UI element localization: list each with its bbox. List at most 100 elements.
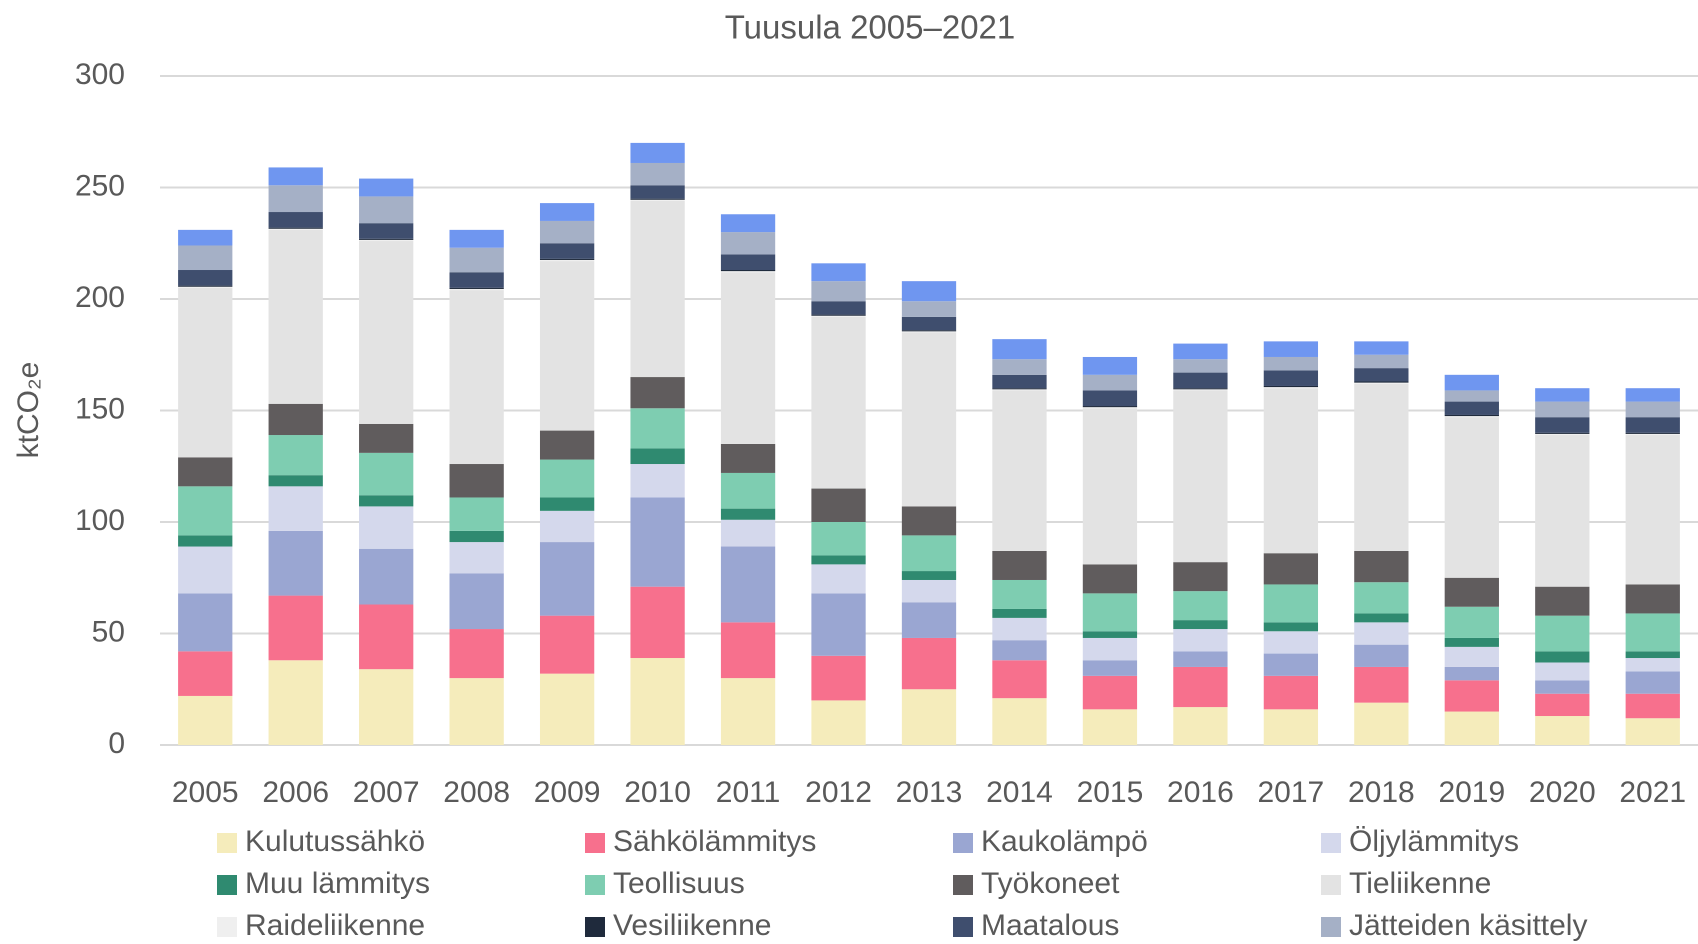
- bar-segment: [992, 608, 1047, 618]
- bar-segment: [1625, 718, 1680, 745]
- bar-segment: [1444, 390, 1499, 402]
- bar-segment: [1444, 416, 1499, 418]
- bar-segment: [1444, 374, 1499, 391]
- bar-segment: [1354, 382, 1409, 384]
- legend-swatch: [585, 917, 605, 937]
- bar-segment: [178, 229, 233, 246]
- legend-label: Raideliikenne: [245, 909, 425, 942]
- bar-segment: [1082, 709, 1138, 745]
- y-tick-label: 50: [92, 615, 125, 648]
- bar-segment: [539, 243, 595, 259]
- bar-segment: [359, 238, 414, 240]
- bar-segment: [811, 555, 866, 565]
- bar-segment: [1354, 582, 1409, 614]
- bar-segment: [1263, 584, 1319, 623]
- bar-segment: [359, 495, 414, 507]
- bar-segment: [630, 200, 685, 378]
- bar-segment: [901, 281, 957, 302]
- bar-segment: [1263, 553, 1319, 585]
- bar-segment: [1625, 433, 1680, 436]
- bar-segment: [1444, 666, 1499, 681]
- bar-segment: [1354, 550, 1409, 583]
- bar-segment: [1173, 388, 1228, 390]
- bar-segment: [1625, 584, 1680, 614]
- bar-segment: [449, 497, 504, 531]
- bar-segment: [992, 698, 1047, 745]
- bar-segment: [1263, 341, 1319, 357]
- bar-segment: [1625, 432, 1680, 434]
- bar-segment: [1173, 651, 1228, 667]
- x-tick-label: 2013: [896, 776, 963, 809]
- bar-segment: [901, 571, 957, 580]
- bar-segment: [720, 546, 776, 623]
- x-tick-label: 2017: [1258, 776, 1325, 809]
- bar-segment: [1082, 631, 1138, 638]
- bar-segment: [1263, 631, 1319, 654]
- legend-swatch: [1321, 917, 1341, 937]
- y-tick-label: 300: [75, 58, 125, 91]
- bar-segment: [268, 227, 323, 229]
- bar-segment: [1173, 562, 1228, 592]
- bar-segment: [811, 700, 866, 745]
- bar-segment: [268, 435, 323, 476]
- bar-segment: [268, 229, 323, 404]
- bar-segment: [1535, 680, 1590, 694]
- legend-swatch: [953, 833, 973, 853]
- x-tick-label: 2019: [1438, 776, 1505, 809]
- legend-swatch: [217, 917, 237, 937]
- bar-segment: [630, 586, 685, 659]
- bar-segment: [811, 281, 866, 302]
- bar-segment: [1535, 693, 1590, 717]
- bar-segment: [268, 486, 323, 531]
- bar-segment: [992, 339, 1047, 360]
- bar-segment: [1263, 387, 1319, 389]
- bar-segment: [1535, 615, 1590, 652]
- bar-segment: [1535, 586, 1590, 616]
- bar-segment: [1082, 407, 1138, 409]
- legend-label: Jätteiden käsittely: [1349, 909, 1587, 942]
- bar-segment: [268, 228, 323, 230]
- x-tick-label: 2021: [1619, 776, 1686, 809]
- bar-segment: [1625, 671, 1680, 694]
- bar-segment: [811, 316, 866, 489]
- bar-segment: [1173, 707, 1228, 745]
- bar-segment: [268, 660, 323, 745]
- bar-segment: [449, 542, 504, 574]
- x-tick-label: 2014: [986, 776, 1053, 809]
- bar-segment: [1354, 368, 1409, 382]
- bar-segment: [449, 288, 504, 291]
- bar-segment: [1173, 591, 1228, 621]
- bar-segment: [1263, 653, 1319, 676]
- bar-segment: [1263, 388, 1319, 554]
- legend-label: Työkoneet: [981, 867, 1120, 900]
- bar-segment: [1444, 606, 1499, 638]
- bar-segment: [449, 573, 504, 630]
- bar-segment: [901, 332, 957, 507]
- legend-label: Teollisuus: [613, 867, 745, 900]
- bar-segment: [1625, 388, 1680, 402]
- bar-segment: [1625, 417, 1680, 433]
- bar-segment: [1444, 637, 1499, 647]
- bar-segment: [178, 245, 233, 271]
- bar-segment: [901, 689, 957, 745]
- bar-segment: [720, 271, 776, 273]
- bar-segment: [630, 142, 685, 163]
- legend-swatch: [217, 875, 237, 895]
- bar-segment: [359, 452, 414, 496]
- bar-segment: [1444, 417, 1499, 578]
- bar-segment: [178, 286, 233, 288]
- legend-swatch: [585, 875, 605, 895]
- bar-segment: [178, 287, 233, 458]
- bar-segment: [1625, 658, 1680, 672]
- bar-segment: [539, 220, 595, 244]
- bar-segment: [1082, 374, 1138, 391]
- x-tick-label: 2020: [1529, 776, 1596, 809]
- y-tick-label: 200: [75, 281, 125, 314]
- bar-segment: [992, 389, 1047, 391]
- x-tick-label: 2016: [1167, 776, 1234, 809]
- bar-segment: [630, 162, 685, 186]
- bar-segment: [359, 669, 414, 745]
- bar-segment: [1173, 389, 1228, 391]
- bar-segment: [1082, 564, 1138, 594]
